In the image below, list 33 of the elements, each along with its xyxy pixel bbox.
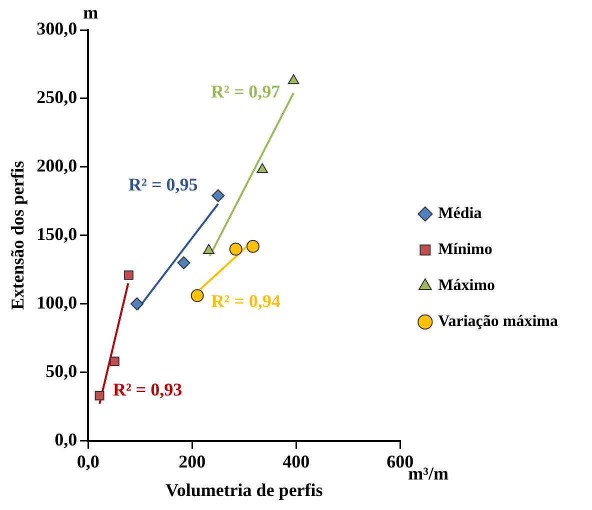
point <box>246 240 260 253</box>
y-tick-label: 300,0 <box>36 18 78 39</box>
point <box>229 242 242 256</box>
legend-label: Mínimo <box>438 241 492 258</box>
annotation: R² = 0,97 <box>210 82 280 102</box>
y-tick-label: 250,0 <box>36 87 78 108</box>
point <box>110 356 120 366</box>
x-axis-title: Volumetria de perfis <box>165 480 323 500</box>
point <box>203 244 214 254</box>
y-tick-label: 0,0 <box>54 429 78 450</box>
legend-label: Variação máxima <box>438 313 558 330</box>
point <box>212 189 225 202</box>
annotation: R² = 0,95 <box>128 174 198 195</box>
y-tick-label: 100,0 <box>36 292 78 313</box>
y-tick-label: 150,0 <box>36 224 78 244</box>
y-tick-label: 50,0 <box>46 360 78 381</box>
point <box>190 289 204 302</box>
x-tick-label: 400 <box>282 451 310 472</box>
text: m <box>83 2 98 23</box>
legend-label: Máximo <box>438 277 496 294</box>
point <box>288 74 300 84</box>
point <box>124 270 134 280</box>
point <box>177 256 190 270</box>
y-axis-title: Extensão dos perfis <box>7 160 28 310</box>
point <box>94 390 104 400</box>
annotation: R² = 0,93 <box>112 379 182 400</box>
point <box>130 297 144 310</box>
point <box>256 163 268 174</box>
x-tick-label: 0,0 <box>76 451 100 472</box>
y-tick-label: 200,0 <box>36 156 78 176</box>
annotation: R² = 0,94 <box>211 291 280 312</box>
x-tick-label: 200 <box>178 451 206 472</box>
legend-label: Média <box>438 205 482 222</box>
